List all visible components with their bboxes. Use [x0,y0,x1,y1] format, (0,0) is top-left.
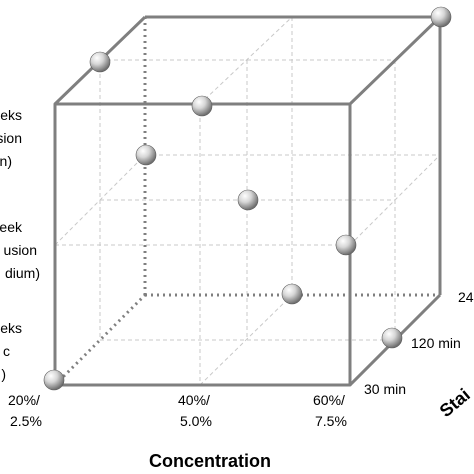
stain-tick-24: 24 [458,289,474,305]
sphere-point [281,283,303,305]
conc-tick-1-line1: 20%/ [8,392,40,408]
design-points [43,6,452,391]
sphere-point [335,234,357,256]
left-label-mid-2: usion [4,242,37,258]
conc-tick-3-line2: 7.5% [315,413,347,429]
left-label-bot-3: ) [1,366,6,382]
left-axis-labels: eeks usion n) eek usion dium) eeks c ) [0,107,40,382]
conc-tick-2-line2: 5.0% [180,413,212,429]
conc-tick-2-line1: 40%/ [178,392,210,408]
left-label-bot-1: eeks [0,320,22,336]
left-label-top-3: n) [0,153,12,169]
sphere-point [237,189,259,211]
sphere-point [191,95,213,117]
sphere-point [89,51,111,73]
left-label-bot-2: c [3,343,10,359]
sphere-point [430,6,452,28]
concentration-ticks: 20%/ 2.5% 40%/ 5.0% 60%/ 7.5% [8,392,347,429]
stain-tick-30: 30 min [364,381,406,397]
sphere-point [381,327,403,349]
stain-tick-120: 120 min [411,335,461,351]
left-label-mid-1: eek [0,219,23,235]
left-label-top-2: usion [0,130,22,146]
sphere-point [135,144,157,166]
staining-ticks: 30 min 120 min 24 [364,289,474,397]
conc-tick-1-line2: 2.5% [10,413,42,429]
left-label-top-1: eeks [0,107,22,123]
staining-axis-title: Stai [436,385,474,422]
grid-lines [54,16,441,386]
left-label-mid-3: dium) [5,265,40,281]
conc-tick-3-line1: 60%/ [313,392,345,408]
sphere-point [43,369,65,391]
concentration-axis-title: Concentration [149,451,271,471]
